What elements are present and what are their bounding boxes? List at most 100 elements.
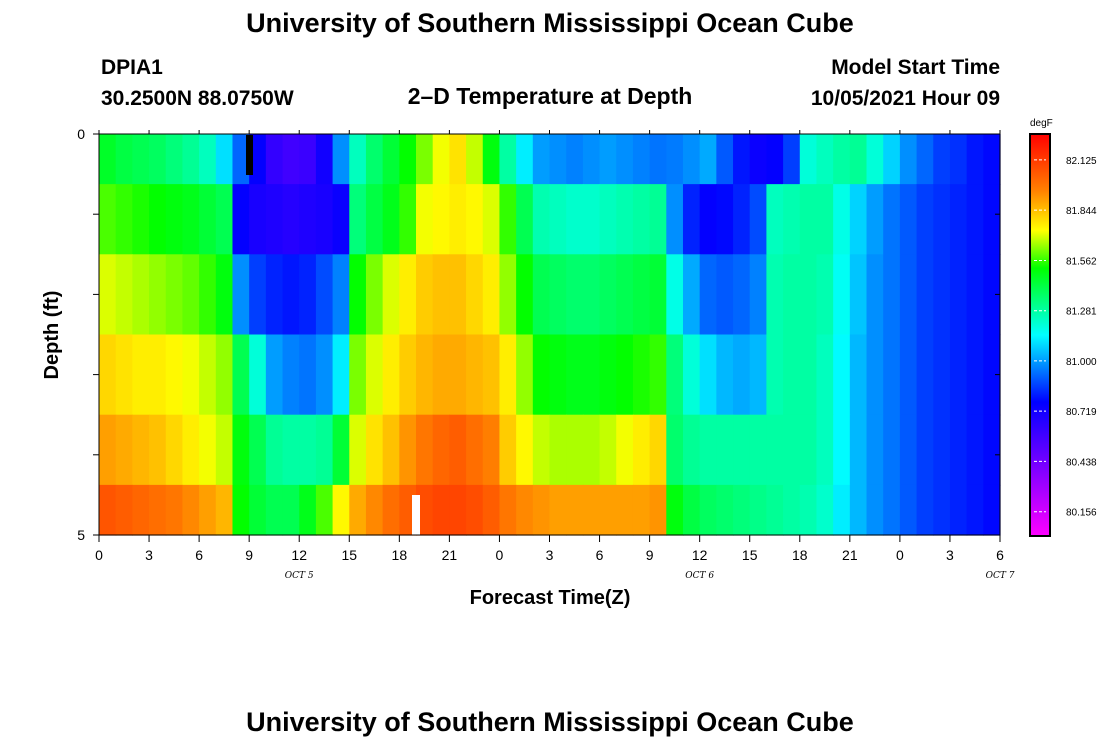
heat-cell: [566, 414, 584, 486]
colorbar-tick-label: 80.438: [1066, 457, 1097, 468]
heat-cell: [416, 414, 434, 486]
colorbar-unit: degF: [1030, 118, 1053, 129]
heat-cell: [749, 414, 768, 486]
heat-cell: [783, 484, 801, 536]
heat-cell: [599, 134, 617, 185]
heat-cell: [733, 184, 751, 255]
heat-cell: [849, 254, 868, 336]
heat-cell: [149, 334, 167, 416]
heat-cell: [499, 334, 517, 416]
heat-cell: [699, 134, 717, 185]
heat-cell: [983, 334, 1001, 416]
heat-cell: [916, 254, 934, 336]
heat-cell: [399, 184, 417, 255]
heat-cell: [616, 484, 634, 536]
x-tick-label: 21: [442, 547, 458, 563]
heat-cell: [816, 184, 834, 255]
heat-cell: [199, 414, 217, 486]
x-tick-label: 9: [646, 547, 654, 563]
colorbar-tick-label: 81.000: [1066, 357, 1097, 368]
heat-cell: [816, 134, 834, 185]
heat-cell: [933, 134, 951, 185]
heat-cell: [265, 334, 284, 416]
colorbar: degF 82.125 81.844 81.562 81.281 81.000 80.71…: [1029, 118, 1097, 537]
heat-cell: [632, 184, 651, 255]
heat-cell: [833, 184, 851, 255]
heat-cell: [132, 334, 150, 416]
heat-cell: [132, 134, 150, 185]
heat-cell: [315, 414, 334, 486]
heat-cell: [115, 184, 133, 255]
x-tick-label: 18: [792, 547, 808, 563]
heat-cell: [949, 334, 968, 416]
heat-cell: [315, 184, 334, 255]
heat-cell: [666, 334, 684, 416]
heat-cell: [549, 414, 567, 486]
heat-cell: [432, 334, 450, 416]
heat-cell: [549, 334, 567, 416]
heat-cell: [466, 484, 484, 536]
heat-cell: [249, 184, 267, 255]
heat-cell: [833, 484, 851, 536]
heat-cell: [165, 184, 184, 255]
heat-cell: [566, 254, 584, 336]
heat-cell: [949, 254, 968, 336]
heat-cell: [733, 254, 751, 336]
heat-cell: [349, 414, 367, 486]
heat-cell: [115, 484, 133, 536]
heat-cell: [282, 254, 300, 336]
heat-cell: [983, 254, 1001, 336]
heat-cell: [449, 334, 467, 416]
x-tick-label: 6: [195, 547, 203, 563]
heat-cell: [365, 184, 384, 255]
heat-cell: [532, 334, 551, 416]
heat-cell: [899, 414, 918, 486]
heat-cell: [549, 134, 567, 185]
time-markers: [246, 135, 420, 535]
heat-cell: [165, 134, 184, 185]
heat-cell: [432, 134, 450, 185]
heat-cell: [232, 254, 250, 336]
heat-cell: [899, 134, 918, 185]
heat-cell: [432, 484, 450, 536]
heat-cell: [232, 134, 250, 185]
heat-cell: [516, 134, 534, 185]
heat-cell: [916, 134, 934, 185]
heat-cell: [866, 254, 884, 336]
heat-cell: [816, 334, 834, 416]
heat-cell: [382, 334, 400, 416]
colorbar-tick-label: 80.156: [1066, 508, 1097, 519]
heat-cell: [966, 184, 984, 255]
heat-cell: [616, 254, 634, 336]
heat-cell: [215, 254, 234, 336]
heat-cell: [432, 184, 450, 255]
heat-cell: [916, 334, 934, 416]
heat-cell: [382, 134, 400, 185]
heat-cell: [566, 184, 584, 255]
x-tick-label: 15: [341, 547, 357, 563]
heat-cell: [165, 334, 184, 416]
colorbar-tick-label: 81.562: [1066, 256, 1097, 267]
heat-cell: [332, 484, 350, 536]
heat-cell: [332, 254, 350, 336]
heat-cell: [733, 134, 751, 185]
heat-cell: [699, 334, 717, 416]
heat-cell: [516, 254, 534, 336]
heat-cell: [766, 334, 784, 416]
heat-cell: [849, 484, 868, 536]
heat-cell: [499, 484, 517, 536]
heat-cell: [482, 184, 501, 255]
heat-cell: [933, 484, 951, 536]
heat-cell: [566, 484, 584, 536]
heat-cell: [199, 334, 217, 416]
heat-cell: [733, 414, 751, 486]
heat-cell: [365, 484, 384, 536]
heat-cell: [282, 184, 300, 255]
heat-cell: [416, 334, 434, 416]
heat-cell: [816, 484, 834, 536]
heat-cell: [182, 254, 200, 336]
heat-cell: [149, 184, 167, 255]
heat-cell: [666, 134, 684, 185]
heat-cell: [883, 254, 901, 336]
heat-cell: [115, 334, 133, 416]
